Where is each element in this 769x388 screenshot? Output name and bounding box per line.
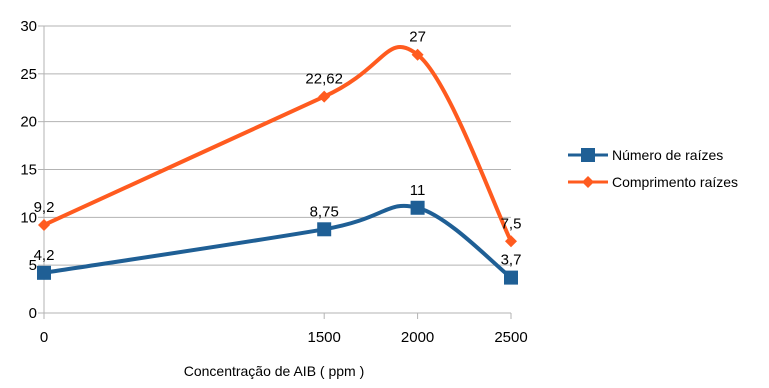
data-label-layer: 4,2 8,75 11 3,7 9,2 22,62 27 7,5	[34, 29, 522, 269]
data-label: 7,5	[501, 215, 522, 232]
data-point-series-1	[37, 265, 51, 280]
data-label: 8,75	[310, 203, 339, 220]
data-label: 22,62	[305, 71, 343, 88]
y-tick-label: 0	[29, 305, 37, 322]
y-tick-label: 15	[20, 162, 37, 179]
legend: Número de raízes Comprimento raízes	[568, 147, 738, 190]
legend-label: Número de raízes	[612, 147, 723, 163]
axis-layer: 0 5 10 15 20 25 30 0 1500 2000 2500	[20, 18, 527, 346]
data-label: 4,2	[34, 247, 55, 264]
y-tick-label: 20	[20, 114, 37, 131]
y-tick-label: 25	[20, 66, 37, 83]
series-line-1	[42, 203, 513, 280]
data-point-series-2	[411, 48, 424, 61]
data-point-series-1	[504, 270, 518, 285]
series-layer	[37, 45, 518, 285]
data-point-series-2	[505, 235, 517, 248]
y-tick-label: 10	[20, 209, 37, 226]
data-point-series-2	[318, 90, 331, 103]
data-point-series-1	[410, 200, 425, 215]
legend-marker-1	[581, 148, 595, 162]
x-tick-label: 2500	[494, 329, 527, 346]
data-point-series-2	[38, 218, 50, 231]
data-point-series-1	[317, 222, 332, 237]
x-tick-label: 1500	[308, 329, 341, 346]
legend-marker-2	[582, 176, 594, 188]
x-tick-label: 2000	[401, 329, 434, 346]
data-label: 3,7	[501, 252, 522, 269]
y-tick-label: 5	[29, 257, 37, 274]
series-line-2	[42, 45, 513, 244]
x-tick-label: 0	[40, 329, 48, 346]
data-label: 11	[410, 182, 426, 199]
legend-label: Comprimento raízes	[612, 174, 738, 190]
data-label: 9,2	[34, 199, 55, 216]
grid-layer	[44, 25, 511, 266]
y-tick-label: 30	[20, 18, 37, 35]
x-axis-title: Concentração de AIB ( ppm )	[184, 363, 365, 379]
data-label: 27	[409, 29, 426, 46]
